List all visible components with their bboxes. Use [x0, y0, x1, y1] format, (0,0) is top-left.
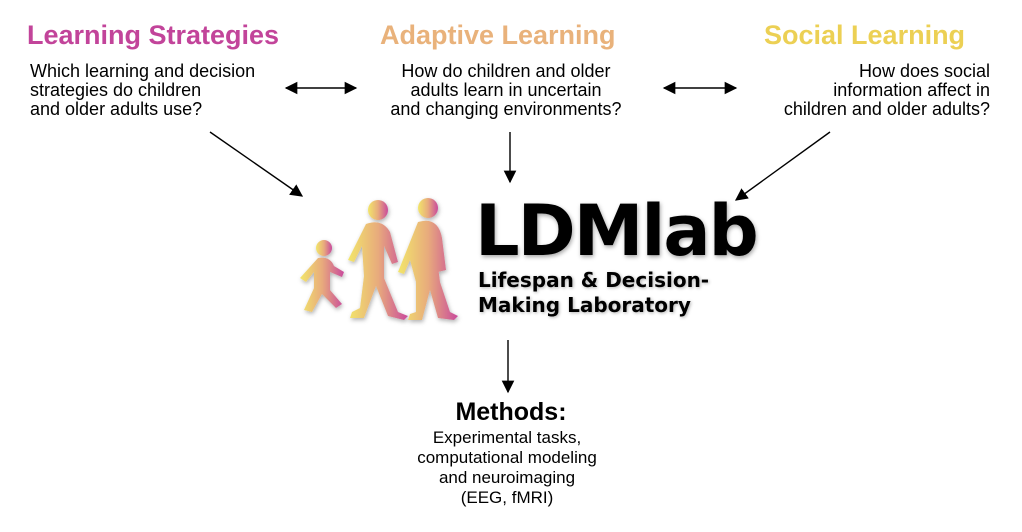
question-learning-strategies: Which learning and decision strategies d…: [30, 62, 255, 119]
question-line: Which learning and decision: [30, 61, 256, 81]
question-line: How do children and older: [401, 61, 611, 81]
logo-subtitle-line: Lifespan & Decision-: [478, 268, 710, 292]
question-line: children and older adults?: [783, 99, 990, 119]
heading-learning-strategies: Learning Strategies: [27, 20, 280, 50]
lifespan-silhouettes-icon: [300, 198, 458, 320]
heading-social-learning: Social Learning: [764, 20, 966, 50]
question-adaptive-learning: How do children and older adults learn i…: [372, 62, 640, 119]
heading-adaptive-learning: Adaptive Learning: [380, 20, 616, 50]
arrow-social-to-lab: [734, 131, 831, 201]
question-line: How does social: [858, 61, 990, 81]
methods-line: and neuroimaging: [438, 468, 576, 487]
question-line: and changing environments?: [390, 99, 622, 119]
methods-body: Experimental tasks, computational modeli…: [352, 428, 662, 508]
question-line: information affect in: [833, 80, 990, 100]
methods-title: Methods:: [455, 398, 567, 426]
question-line: strategies do children: [30, 80, 202, 100]
question-social-learning: How does social information affect in ch…: [740, 62, 990, 119]
methods-line: computational modeling: [417, 448, 597, 467]
arrow-strategies-to-lab: [209, 131, 304, 197]
methods-line: (EEG, fMRI): [460, 488, 554, 507]
question-line: and older adults use?: [30, 99, 203, 119]
methods-line: Experimental tasks,: [432, 428, 582, 447]
logo-subtitle: Lifespan & Decision- Making Laboratory: [478, 268, 709, 318]
logo-title: LDMlab: [475, 190, 759, 272]
logo-subtitle-line: Making Laboratory: [478, 293, 691, 317]
question-line: adults learn in uncertain: [410, 80, 602, 100]
